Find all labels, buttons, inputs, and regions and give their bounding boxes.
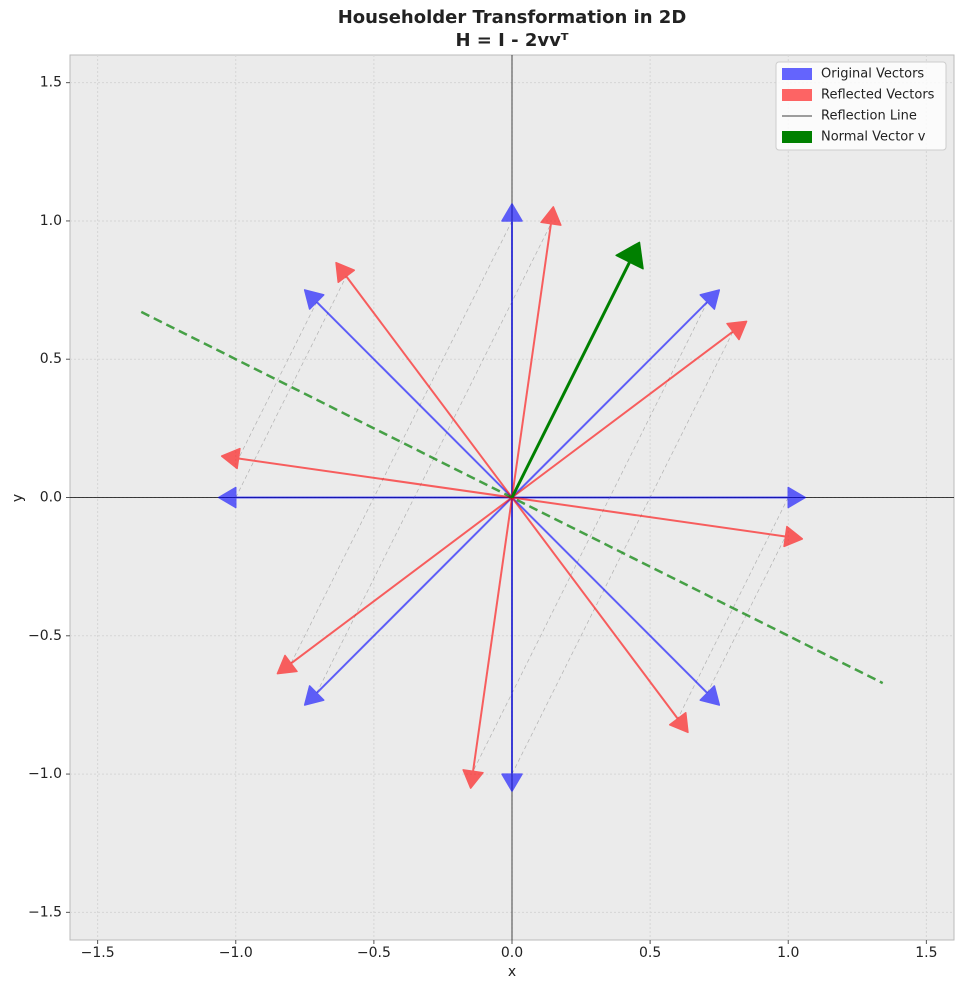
x-tick-label: −1.5 bbox=[81, 945, 115, 961]
y-tick-label: 0.5 bbox=[40, 351, 62, 367]
chart-title: Householder Transformation in 2D bbox=[338, 7, 687, 28]
arrow-head bbox=[540, 206, 562, 226]
arrow-head bbox=[303, 289, 325, 310]
chart-subtitle: H = I - 2vvᵀ bbox=[455, 30, 568, 51]
x-tick-label: −1.0 bbox=[219, 945, 253, 961]
arrow-head bbox=[303, 685, 325, 706]
arrow-shaft bbox=[345, 275, 513, 499]
vector-arrow bbox=[501, 203, 523, 498]
vector-arrow bbox=[335, 261, 513, 499]
vector-arrow bbox=[303, 289, 513, 499]
arrow-head bbox=[783, 525, 804, 548]
x-axis-label: x bbox=[508, 964, 516, 980]
vector-arrow bbox=[511, 206, 562, 498]
vector-arrow bbox=[276, 496, 513, 675]
vector-arrow bbox=[303, 496, 513, 706]
legend-box bbox=[775, 61, 947, 151]
arrow-head bbox=[668, 712, 689, 734]
vector-arrow bbox=[218, 486, 512, 509]
vector-arrow bbox=[511, 289, 721, 499]
legend-swatch bbox=[782, 131, 812, 143]
vector-arrow bbox=[511, 496, 804, 548]
vector-arrow bbox=[511, 496, 689, 734]
y-tick-label: 1.5 bbox=[40, 75, 62, 91]
arrow-shaft bbox=[510, 261, 631, 499]
arrow-head bbox=[615, 241, 644, 270]
arrow-shaft bbox=[511, 496, 679, 720]
x-tick-label: 0.5 bbox=[639, 945, 661, 961]
x-tick-label: 1.5 bbox=[915, 945, 937, 961]
arrow-head bbox=[787, 486, 806, 509]
y-tick-label: 0.0 bbox=[40, 490, 62, 506]
vector-arrow bbox=[501, 497, 523, 792]
vector-arrow bbox=[220, 447, 513, 499]
x-tick-label: 1.0 bbox=[777, 945, 799, 961]
legend-label: Reflected Vectors bbox=[821, 88, 935, 103]
vector-arrow bbox=[462, 497, 513, 789]
vector-arrow bbox=[511, 320, 748, 499]
vector-arrow bbox=[510, 241, 644, 499]
reflection-connector bbox=[238, 301, 318, 459]
arrow-shaft bbox=[315, 301, 513, 499]
arrow-shaft bbox=[511, 330, 734, 499]
legend-label: Normal Vector v bbox=[821, 130, 926, 145]
legend-label: Reflection Line bbox=[821, 109, 917, 124]
y-tick-label: 1.0 bbox=[40, 213, 62, 229]
arrow-shaft bbox=[315, 496, 513, 694]
arrow-shaft bbox=[511, 223, 552, 498]
arrow-head bbox=[335, 261, 356, 283]
arrow-head bbox=[276, 654, 298, 675]
x-tick-label: −0.5 bbox=[357, 945, 391, 961]
y-tick-label: −1.0 bbox=[28, 766, 62, 782]
arrow-shaft bbox=[511, 301, 709, 499]
arrow-head bbox=[462, 769, 484, 789]
vector-arrow bbox=[511, 496, 721, 706]
x-tick-label: 0.0 bbox=[501, 945, 523, 961]
legend-swatch bbox=[782, 68, 812, 80]
y-tick-label: −0.5 bbox=[28, 628, 62, 644]
arrow-shaft bbox=[511, 496, 786, 538]
arrow-head bbox=[699, 685, 721, 706]
arrow-shaft bbox=[290, 496, 513, 665]
y-axis-label: y bbox=[10, 494, 26, 502]
vector-arrow bbox=[512, 486, 806, 509]
arrow-shaft bbox=[238, 457, 513, 499]
legend-label: Original Vectors bbox=[821, 67, 924, 82]
arrow-head bbox=[699, 289, 721, 310]
arrow-head bbox=[218, 486, 237, 509]
arrow-head bbox=[220, 447, 241, 470]
arrow-head bbox=[501, 203, 523, 222]
arrow-shaft bbox=[472, 497, 513, 772]
arrow-head bbox=[501, 773, 523, 792]
y-tick-label: −1.5 bbox=[28, 904, 62, 920]
arrow-head bbox=[726, 320, 748, 341]
reflection-connector bbox=[290, 220, 513, 664]
legend-swatch bbox=[782, 89, 812, 101]
arrow-shaft bbox=[511, 496, 709, 694]
